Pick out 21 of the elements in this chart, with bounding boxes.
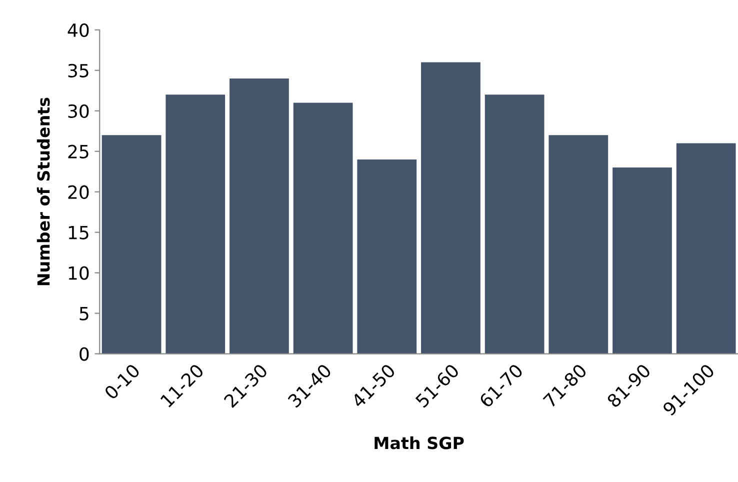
- y-tick-label: 5: [80, 306, 88, 320]
- bar: [102, 135, 162, 354]
- bar: [548, 135, 608, 354]
- bar: [293, 102, 353, 354]
- y-tick-label: 40: [68, 23, 89, 37]
- x-axis-title: Math SGP: [374, 436, 464, 450]
- y-tick-label: 30: [68, 104, 89, 118]
- bar: [612, 168, 672, 354]
- y-tick-label: 35: [68, 64, 88, 78]
- bar: [676, 143, 736, 354]
- y-tick-label: 20: [68, 185, 89, 199]
- bar: [166, 94, 226, 354]
- y-tick-label: 10: [68, 266, 89, 280]
- bar: [230, 78, 289, 354]
- y-tick-label: 15: [68, 226, 88, 240]
- bar: [484, 94, 544, 354]
- bar: [421, 62, 480, 354]
- bar: [357, 159, 417, 354]
- y-tick-label: 0: [80, 347, 89, 361]
- y-axis-title: Number of Students: [36, 98, 50, 286]
- y-tick-label: 25: [68, 144, 88, 158]
